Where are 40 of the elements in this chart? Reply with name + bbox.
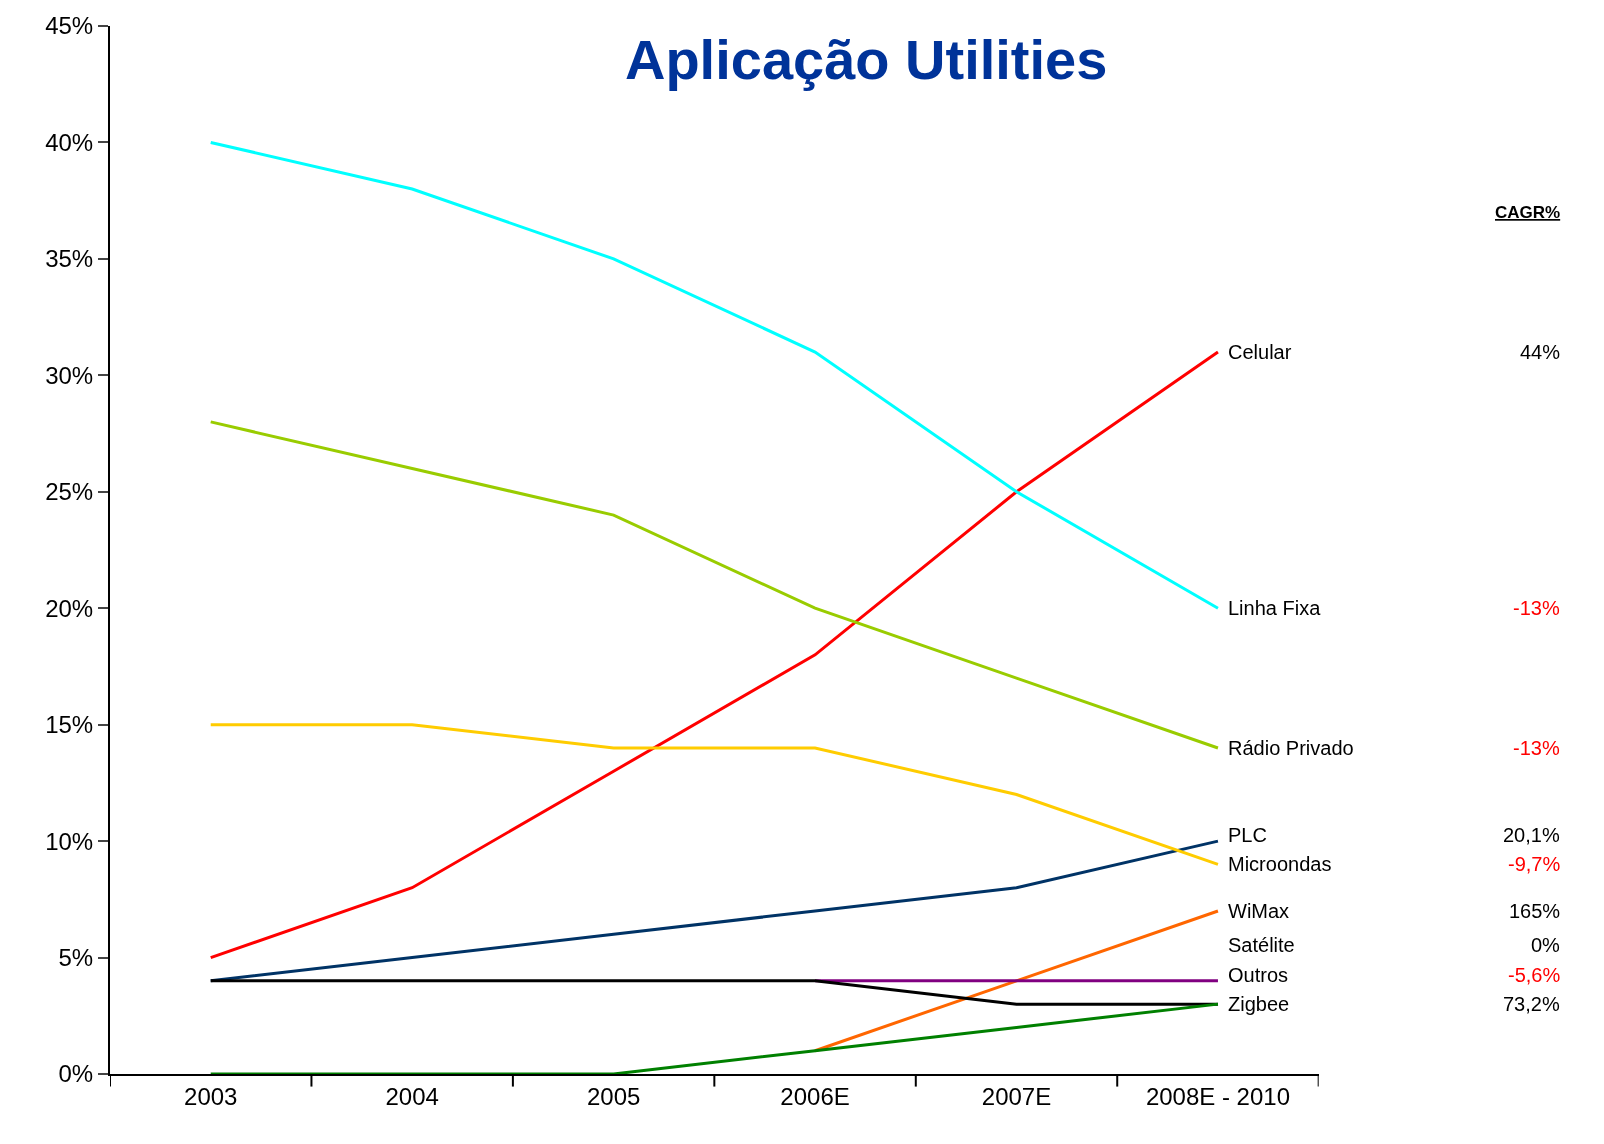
x-tick-label: 2004 <box>385 1082 439 1110</box>
text: 20,1% <box>1503 824 1560 846</box>
x-tick-label: 2003 <box>184 1082 238 1110</box>
series-label: Outros <box>1228 964 1289 986</box>
y-tick-label: 45% <box>45 12 94 40</box>
y-tick-label: 0% <box>58 1060 94 1088</box>
text: -5,6% <box>1508 964 1561 986</box>
series-label: Satélite <box>1228 934 1295 956</box>
y-tick-label: 20% <box>45 594 94 622</box>
series-label: PLC <box>1228 824 1267 846</box>
text: 0% <box>1531 934 1561 956</box>
y-tick-label: 15% <box>45 711 94 739</box>
text: -13% <box>1513 597 1560 619</box>
series-label: Linha Fixa <box>1228 597 1322 619</box>
line-series <box>209 350 1220 960</box>
chart-title: Aplicação Utilities <box>624 28 1108 92</box>
series-label: Celular <box>1228 341 1292 363</box>
line-series <box>209 420 1220 750</box>
x-tick-label: 2005 <box>586 1082 641 1110</box>
text: 44% <box>1520 341 1561 363</box>
line-series <box>209 140 1220 610</box>
x-tick-label: 2007E <box>981 1082 1052 1110</box>
y-tick-label: 35% <box>45 245 94 273</box>
x-tick-label: 2008E - 2010 <box>1145 1082 1291 1110</box>
y-tick-label: 5% <box>58 943 94 971</box>
y-tick-label: 10% <box>45 827 94 855</box>
y-tick-label: 30% <box>45 361 94 389</box>
text: -13% <box>1513 737 1560 759</box>
text: CAGR% <box>1495 203 1561 222</box>
series-label: Zigbee <box>1228 993 1290 1015</box>
y-tick-label: 40% <box>45 128 94 156</box>
line-series <box>209 723 1220 866</box>
text: -9,7% <box>1508 853 1561 875</box>
series-label: WiMax <box>1228 900 1290 922</box>
series-label: Rádio Privado <box>1228 737 1354 759</box>
y-tick-label: 25% <box>45 478 94 506</box>
series-label: Microondas <box>1228 853 1332 875</box>
text: 73,2% <box>1503 993 1560 1015</box>
text: 165% <box>1509 900 1561 922</box>
x-tick-label: 2006E <box>780 1082 850 1110</box>
